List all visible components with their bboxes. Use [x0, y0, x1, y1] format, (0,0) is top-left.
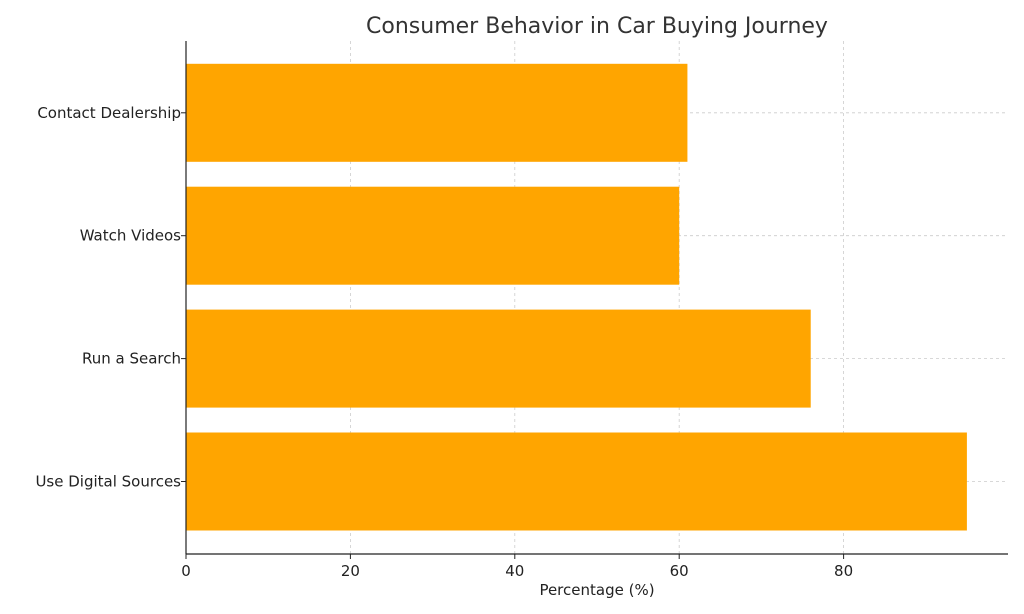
bars	[186, 63, 967, 531]
x-tick-label: 40	[505, 562, 524, 580]
y-tick-label: Watch Videos	[80, 227, 181, 245]
x-tick-label: 20	[341, 562, 360, 580]
bar-watch-videos	[186, 186, 680, 285]
bar-contact-dealership	[186, 63, 688, 162]
x-tick-label: 60	[670, 562, 689, 580]
x-tick-label: 80	[834, 562, 853, 580]
y-tick-label: Run a Search	[82, 350, 181, 368]
tick-labels: 0 20 40 60 80 Use Digital Sources Run a Search…	[35, 104, 853, 580]
x-tick-label: 0	[181, 562, 191, 580]
axes	[185, 41, 1008, 555]
y-tick-label: Use Digital Sources	[35, 473, 181, 491]
chart-title: Consumer Behavior in Car Buying Journey	[366, 14, 828, 39]
x-axis-label: Percentage (%)	[539, 581, 654, 599]
y-tick-label: Contact Dealership	[37, 104, 181, 122]
bar-use-digital-sources	[186, 432, 967, 531]
bar-run-a-search	[186, 309, 811, 408]
